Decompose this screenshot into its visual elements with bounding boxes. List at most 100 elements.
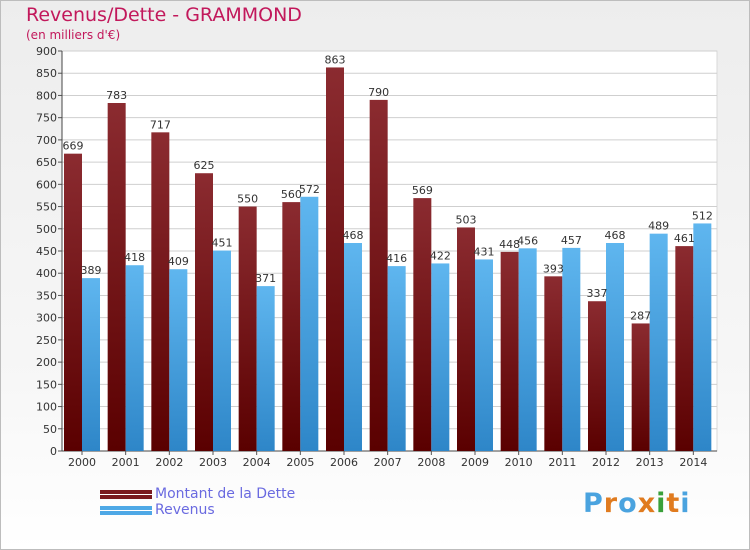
y-tick-label: 200 [36,356,57,369]
data-label-revenus: 572 [299,183,320,196]
legend: Montant de la Dette Revenus [100,486,295,518]
data-label-dette: 503 [456,213,477,226]
y-tick-label: 600 [36,178,57,191]
legend-swatch-revenus [100,505,152,515]
bar-dette [413,198,432,451]
bar-revenus [387,266,406,451]
x-tick-label: 2004 [243,456,271,469]
x-tick-label: 2012 [592,456,620,469]
y-tick-label: 100 [36,401,57,414]
legend-label-revenus: Revenus [155,502,215,518]
chart-subtitle: (en milliers d'€) [26,28,121,42]
bar-dette [151,132,170,452]
x-tick-label: 2002 [155,456,183,469]
y-tick-label: 300 [36,312,57,325]
data-label-dette: 393 [543,262,564,275]
data-label-dette: 461 [674,232,695,245]
y-tick-label: 900 [36,45,57,58]
y-tick-label: 750 [36,112,57,125]
data-label-revenus: 456 [517,234,538,247]
data-label-dette: 783 [106,89,127,102]
data-label-revenus: 457 [561,234,582,247]
data-label-revenus: 389 [81,264,102,277]
x-tick-label: 2003 [199,456,227,469]
legend-label-dette: Montant de la Dette [155,486,296,502]
data-label-revenus: 371 [255,272,276,285]
x-tick-label: 2000 [68,456,96,469]
data-label-dette: 560 [281,188,302,201]
y-tick-label: 150 [36,378,57,391]
bar-revenus [125,265,144,451]
x-tick-label: 2010 [505,456,533,469]
x-tick-label: 2005 [286,456,314,469]
bar-dette [588,301,606,451]
bar-dette [675,246,694,451]
bar-dette [238,206,257,451]
y-tick-label: 800 [36,89,57,102]
data-label-dette: 669 [63,140,84,153]
data-label-revenus: 512 [692,209,713,222]
bar-dette [107,103,126,451]
bar-revenus [300,196,319,451]
bar-revenus [256,286,275,451]
data-label-revenus: 489 [648,220,669,233]
bar-dette [457,227,475,451]
bar-dette [282,202,301,451]
data-label-revenus: 468 [343,229,364,242]
bar-dette [544,276,563,451]
y-tick-label: 500 [36,223,57,236]
data-label-revenus: 468 [605,229,626,242]
data-label-revenus: 431 [474,245,495,258]
bar-revenus [606,243,624,451]
bar-revenus [169,269,188,451]
data-label-dette: 625 [194,159,215,172]
data-label-dette: 337 [587,287,608,300]
bar-revenus [475,259,493,451]
bar-revenus [82,278,100,451]
bar-revenus [518,248,537,451]
bar-revenus [693,223,712,451]
logo-letter: x [637,488,657,519]
bar-revenus [344,243,362,451]
data-label-dette: 287 [630,309,651,322]
data-label-revenus: 416 [386,252,407,265]
x-tick-label: 2009 [461,456,489,469]
y-tick-label: 350 [36,289,57,302]
bar-dette [326,67,344,451]
data-label-revenus: 451 [212,237,233,250]
y-tick-label: 700 [36,134,57,147]
y-tick-label: 550 [36,201,57,214]
logo-letter: t [666,488,681,519]
y-tick-label: 850 [36,67,57,80]
logo-letter: P [583,488,604,519]
logo-letter: i [680,488,691,519]
data-label-dette: 717 [150,118,171,131]
y-tick-label: 0 [50,445,57,458]
bar-dette [195,173,213,451]
data-label-dette: 863 [325,53,346,66]
x-tick-label: 2014 [679,456,707,469]
logo-letter: o [618,488,638,519]
bar-dette [369,99,388,451]
chart-title: Revenus/Dette - GRAMMOND [26,4,302,26]
x-tick-label: 2001 [112,456,140,469]
data-label-dette: 569 [412,184,433,197]
y-tick-label: 250 [36,334,57,347]
bar-dette [500,251,519,451]
legend-swatch-dette [100,489,152,499]
y-tick-label: 650 [36,156,57,169]
data-label-revenus: 409 [168,255,189,268]
legend-item-revenus: Revenus [100,502,295,518]
bar-revenus [431,263,450,451]
x-tick-label: 2008 [417,456,445,469]
x-tick-label: 2006 [330,456,358,469]
bar-revenus [562,247,581,451]
legend-item-dette: Montant de la Dette [100,486,295,502]
bar-revenus [649,233,668,451]
bar-dette [631,323,650,451]
x-tick-label: 2011 [548,456,576,469]
bar-revenus [213,250,231,451]
x-tick-label: 2007 [374,456,402,469]
y-tick-label: 450 [36,245,57,258]
